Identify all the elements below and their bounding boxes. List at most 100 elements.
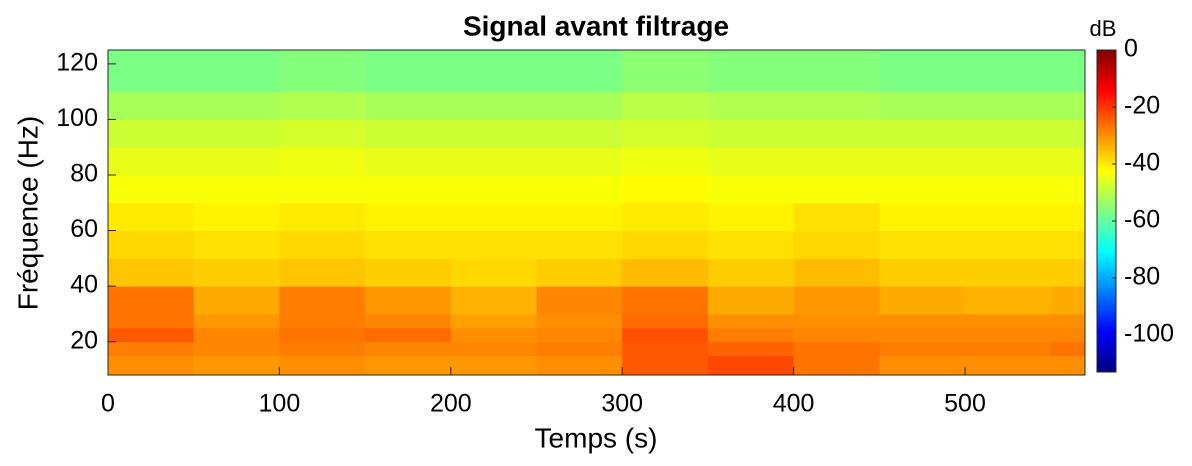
heatmap-cell <box>279 355 366 376</box>
heatmap-cell <box>707 341 795 357</box>
heatmap-cell <box>965 202 1052 232</box>
heatmap-cell <box>707 91 795 120</box>
heatmap-cell <box>1050 230 1086 259</box>
heatmap-cell <box>1050 286 1086 315</box>
heatmap-cell <box>108 313 195 329</box>
heatmap-cell <box>1050 313 1086 329</box>
heatmap-cell <box>279 91 366 120</box>
colorbar-tick-label: -100 <box>1124 320 1174 348</box>
heatmap-cell <box>965 355 1052 376</box>
heatmap-cell <box>879 355 966 376</box>
heatmap-cell <box>965 175 1052 204</box>
heatmap-cell <box>450 327 538 343</box>
heatmap-cell <box>793 119 880 148</box>
heatmap-cell <box>450 91 538 120</box>
heatmap-cell <box>193 230 280 259</box>
heatmap-cell <box>707 175 795 204</box>
heatmap-cell <box>536 91 623 120</box>
heatmap-cell <box>193 202 280 232</box>
colorbar-tick-label: 0 <box>1124 35 1138 63</box>
heatmap-cell <box>450 286 538 315</box>
heatmap-cell <box>622 50 709 93</box>
heatmap-cell <box>1050 258 1086 287</box>
heatmap-cell <box>365 119 452 148</box>
heatmap-cell <box>965 286 1052 315</box>
heatmap-cell <box>879 230 966 259</box>
heatmap-cell <box>536 147 623 176</box>
heatmap-cell <box>193 175 280 204</box>
heatmap-cell <box>622 175 709 204</box>
heatmap-cell <box>108 355 195 376</box>
heatmap-cell <box>536 355 623 376</box>
heatmap-cell <box>193 91 280 120</box>
heatmap-cell <box>622 286 709 315</box>
heatmap-cell <box>707 230 795 259</box>
heatmap-cell <box>879 50 966 93</box>
heatmap-cell <box>450 230 538 259</box>
heatmap-cell <box>450 119 538 148</box>
heatmap-cell <box>707 258 795 287</box>
heatmap-cell <box>365 286 452 315</box>
heatmap-cell <box>279 175 366 204</box>
heatmap <box>108 50 1086 376</box>
y-tick-label: 40 <box>70 271 98 299</box>
x-tick-label: 400 <box>773 390 815 418</box>
heatmap-cell <box>879 313 966 329</box>
heatmap-cell <box>879 119 966 148</box>
heatmap-cell <box>536 202 623 232</box>
heatmap-cell <box>193 327 280 343</box>
heatmap-cell <box>793 313 880 329</box>
heatmap-cell <box>622 119 709 148</box>
heatmap-cell <box>965 91 1052 120</box>
heatmap-cell <box>1050 50 1086 93</box>
heatmap-cell <box>1050 327 1086 343</box>
heatmap-cell <box>879 147 966 176</box>
heatmap-cell <box>965 147 1052 176</box>
heatmap-cell <box>965 230 1052 259</box>
heatmap-cell <box>279 50 366 93</box>
heatmap-cell <box>193 147 280 176</box>
y-axis-label: Fréquence (Hz) <box>12 116 43 311</box>
heatmap-cell <box>108 258 195 287</box>
heatmap-cell <box>365 91 452 120</box>
heatmap-cell <box>793 258 880 287</box>
chart-title: Signal avant filtrage <box>463 10 729 41</box>
heatmap-cell <box>450 355 538 376</box>
x-tick-label: 300 <box>601 390 643 418</box>
heatmap-cell <box>536 50 623 93</box>
heatmap-cell <box>536 175 623 204</box>
heatmap-cell <box>108 50 195 93</box>
heatmap-cell <box>1050 341 1086 357</box>
heatmap-cell <box>1050 147 1086 176</box>
plot-frame <box>107 49 1086 376</box>
heatmap-cell <box>450 175 538 204</box>
heatmap-cell <box>793 147 880 176</box>
heatmap-cell <box>365 175 452 204</box>
heatmap-cell <box>793 355 880 376</box>
x-tick-label: 100 <box>259 390 301 418</box>
heatmap-cell <box>536 258 623 287</box>
heatmap-cell <box>965 50 1052 93</box>
heatmap-cell <box>108 202 195 232</box>
heatmap-cell <box>707 147 795 176</box>
heatmap-cell <box>536 313 623 329</box>
y-tick-label: 60 <box>70 215 98 243</box>
heatmap-cell <box>365 258 452 287</box>
heatmap-cell <box>1050 202 1086 232</box>
heatmap-cell <box>279 119 366 148</box>
heatmap-cell <box>965 341 1052 357</box>
heatmap-cell <box>108 286 195 315</box>
heatmap-cell <box>622 91 709 120</box>
heatmap-cell <box>450 313 538 329</box>
heatmap-cell <box>879 91 966 120</box>
heatmap-cell <box>707 355 795 376</box>
heatmap-cell <box>279 341 366 357</box>
heatmap-cell <box>279 258 366 287</box>
heatmap-cell <box>365 313 452 329</box>
heatmap-cell <box>622 327 709 343</box>
heatmap-cell <box>536 341 623 357</box>
heatmap-cell <box>279 230 366 259</box>
heatmap-cell <box>793 91 880 120</box>
heatmap-cell <box>108 327 195 343</box>
